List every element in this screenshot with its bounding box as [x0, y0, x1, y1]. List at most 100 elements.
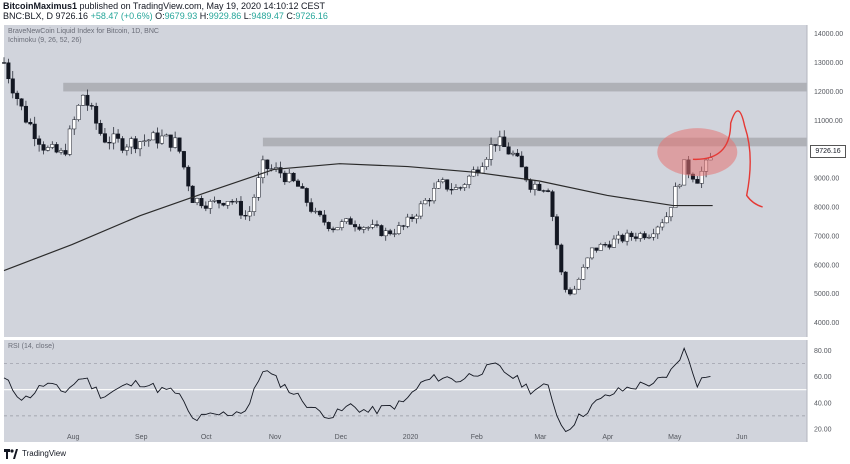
time-axis-tick-label: Sep: [135, 434, 148, 441]
price-candle: [668, 207, 673, 218]
price-candle: [576, 279, 581, 290]
price-axis-tick-label: 11000.00: [814, 118, 843, 125]
price-candle: [287, 172, 292, 183]
high-value: 9929.86: [208, 11, 242, 21]
price-candle: [212, 200, 217, 202]
close-value: 9726.16: [295, 11, 328, 21]
price-candle: [541, 190, 546, 192]
price-candle: [383, 230, 388, 237]
price-candle: [32, 123, 37, 140]
price-candle: [559, 244, 564, 273]
price-candle: [326, 222, 331, 230]
price-candle: [89, 105, 94, 107]
price-candle: [252, 197, 257, 212]
price-candle: [554, 216, 559, 246]
time-axis-tick-label: 2020: [403, 434, 419, 441]
price-candle: [651, 233, 656, 238]
price-candle: [155, 132, 160, 144]
price-candle: [462, 184, 467, 188]
price-axis-tick-label: 9000.00: [814, 176, 839, 183]
price-candle: [664, 216, 669, 224]
price-axis-tick-label: 8000.00: [814, 205, 839, 212]
price-candle: [304, 188, 309, 203]
annotation-path: [692, 110, 763, 208]
price-axis-tick-label: 7000.00: [814, 233, 839, 240]
price-candle: [620, 234, 625, 242]
price-candle: [537, 183, 542, 191]
price-candle: [414, 215, 419, 220]
price-candle: [217, 200, 222, 204]
price-candle: [453, 187, 458, 190]
price-candle: [181, 151, 186, 168]
author-name[interactable]: BitcoinMaximus1: [3, 1, 78, 11]
price-candle: [159, 135, 164, 144]
ohlc-line: BNC:BLX, D 9726.16 +58.47 (+0.6%) O:9679…: [3, 11, 328, 22]
price-candle: [357, 226, 362, 230]
price-candle: [484, 159, 489, 167]
price-candle: [173, 137, 178, 148]
price-candle: [598, 244, 603, 251]
price-candle: [190, 185, 195, 203]
price-candle: [392, 233, 397, 235]
price-candle: [418, 203, 423, 217]
price-candle: [502, 136, 507, 148]
price-candle: [23, 105, 28, 123]
price-candle: [515, 152, 520, 157]
time-axis-tick-label: Jun: [736, 434, 747, 441]
price-candle: [344, 218, 349, 223]
price-candle: [638, 233, 643, 239]
price-candle: [317, 210, 322, 216]
price-candle: [195, 198, 200, 203]
price-candle: [660, 222, 665, 228]
price-candle: [278, 167, 283, 174]
price-candle: [85, 94, 90, 106]
price-candle: [67, 128, 72, 155]
price-candle: [59, 150, 64, 153]
price-candle: [532, 183, 537, 190]
price-candle: [300, 186, 305, 189]
time-axis-tick-label: Aug: [67, 434, 80, 441]
price-candle: [133, 138, 138, 150]
price-candle: [436, 181, 441, 189]
price-candle: [107, 142, 112, 144]
price-candle: [563, 271, 568, 290]
rsi-pane[interactable]: RSI (14, close): [4, 340, 807, 442]
price-candle: [146, 139, 151, 142]
price-candle: [489, 144, 494, 160]
close-label: C:: [286, 11, 296, 21]
price-candle: [603, 244, 608, 246]
price-candle: [432, 188, 437, 202]
price-candle: [471, 169, 476, 177]
price-candle: [585, 257, 590, 268]
price-candle: [506, 146, 511, 155]
price-candle: [581, 266, 586, 280]
price-candle: [616, 234, 621, 240]
price-candle: [348, 218, 353, 225]
price-candle: [546, 190, 551, 192]
price-candle: [511, 152, 516, 155]
price-candle: [440, 179, 445, 183]
price-candle: [260, 159, 265, 178]
tradingview-brand[interactable]: TradingView: [22, 449, 67, 458]
published-text: published on TradingView.com, May 19, 20…: [79, 1, 326, 11]
price-candle: [291, 172, 296, 182]
price-candle: [203, 205, 208, 209]
rsi-line: [3, 347, 711, 433]
price-candle: [186, 166, 191, 187]
price-candle: [458, 187, 463, 189]
price-candle: [177, 137, 182, 152]
publish-line: BitcoinMaximus1 published on TradingView…: [3, 1, 325, 12]
price-candle: [221, 202, 226, 206]
price-candle: [120, 138, 125, 151]
price-candle: [247, 211, 252, 217]
price-candle: [361, 227, 366, 230]
price-candle: [339, 221, 344, 228]
price-candle: [208, 201, 213, 209]
price-candle: [199, 198, 204, 207]
price-candle: [94, 105, 99, 124]
price-candle: [677, 184, 682, 187]
price-pane[interactable]: BraveNewCoin Liquid Index for Bitcoin, 1…: [4, 25, 807, 337]
price-candle: [396, 225, 401, 234]
price-candle: [151, 132, 156, 141]
